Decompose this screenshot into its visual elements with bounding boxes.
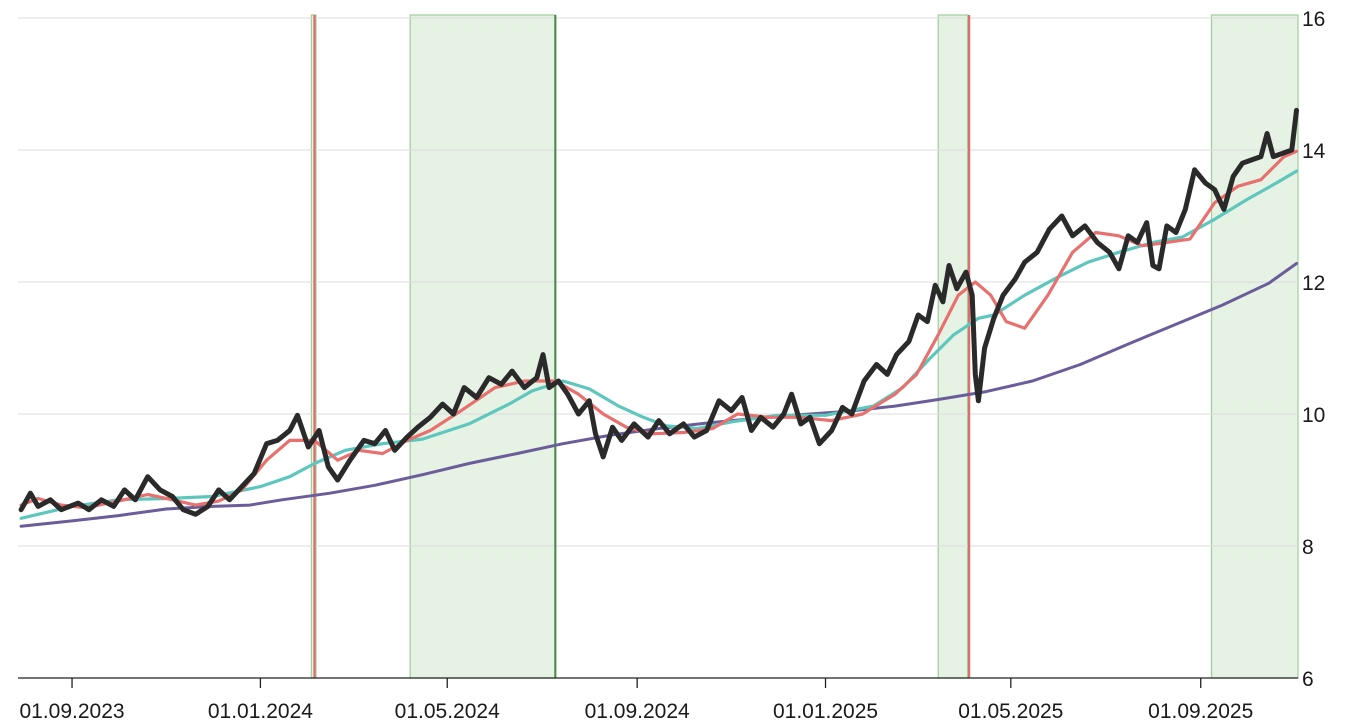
y-tick-label: 16: [1302, 8, 1325, 31]
y-tick-label: 14: [1302, 140, 1326, 163]
y-axis-ticks: 6 8 10 12 14 16: [1302, 8, 1326, 691]
x-tick-label: 01.01.2025: [773, 700, 878, 723]
x-tick-label: 01.09.2023: [19, 700, 124, 723]
shaded-period-2: [409, 14, 556, 679]
series-line-3: [19, 149, 1299, 510]
x-axis-ticks: 01.09.2023 01.01.2024 01.05.2024 01.09.2024…: [19, 678, 1253, 723]
y-tick-label: 10: [1302, 404, 1325, 427]
x-tick-label: 01.09.2025: [1148, 700, 1253, 723]
horizontal-gridlines: [18, 17, 1298, 547]
x-tick-label: 01.01.2024: [208, 700, 313, 723]
series-line-1: [19, 262, 1298, 528]
y-tick-label: 8: [1302, 536, 1314, 559]
x-tick-label: 01.09.2024: [585, 700, 690, 723]
y-tick-label: 6: [1302, 668, 1314, 691]
series-line-2: [19, 169, 1299, 520]
signal-lines: [313, 15, 971, 678]
shaded-periods: [310, 14, 1299, 679]
x-tick-label: 01.05.2025: [958, 700, 1063, 723]
series-line-4: [18, 107, 1299, 517]
shaded-period-4: [1210, 14, 1299, 679]
series-lines: [18, 107, 1299, 528]
x-tick-label: 01.05.2024: [395, 700, 500, 723]
y-tick-label: 12: [1302, 272, 1325, 295]
